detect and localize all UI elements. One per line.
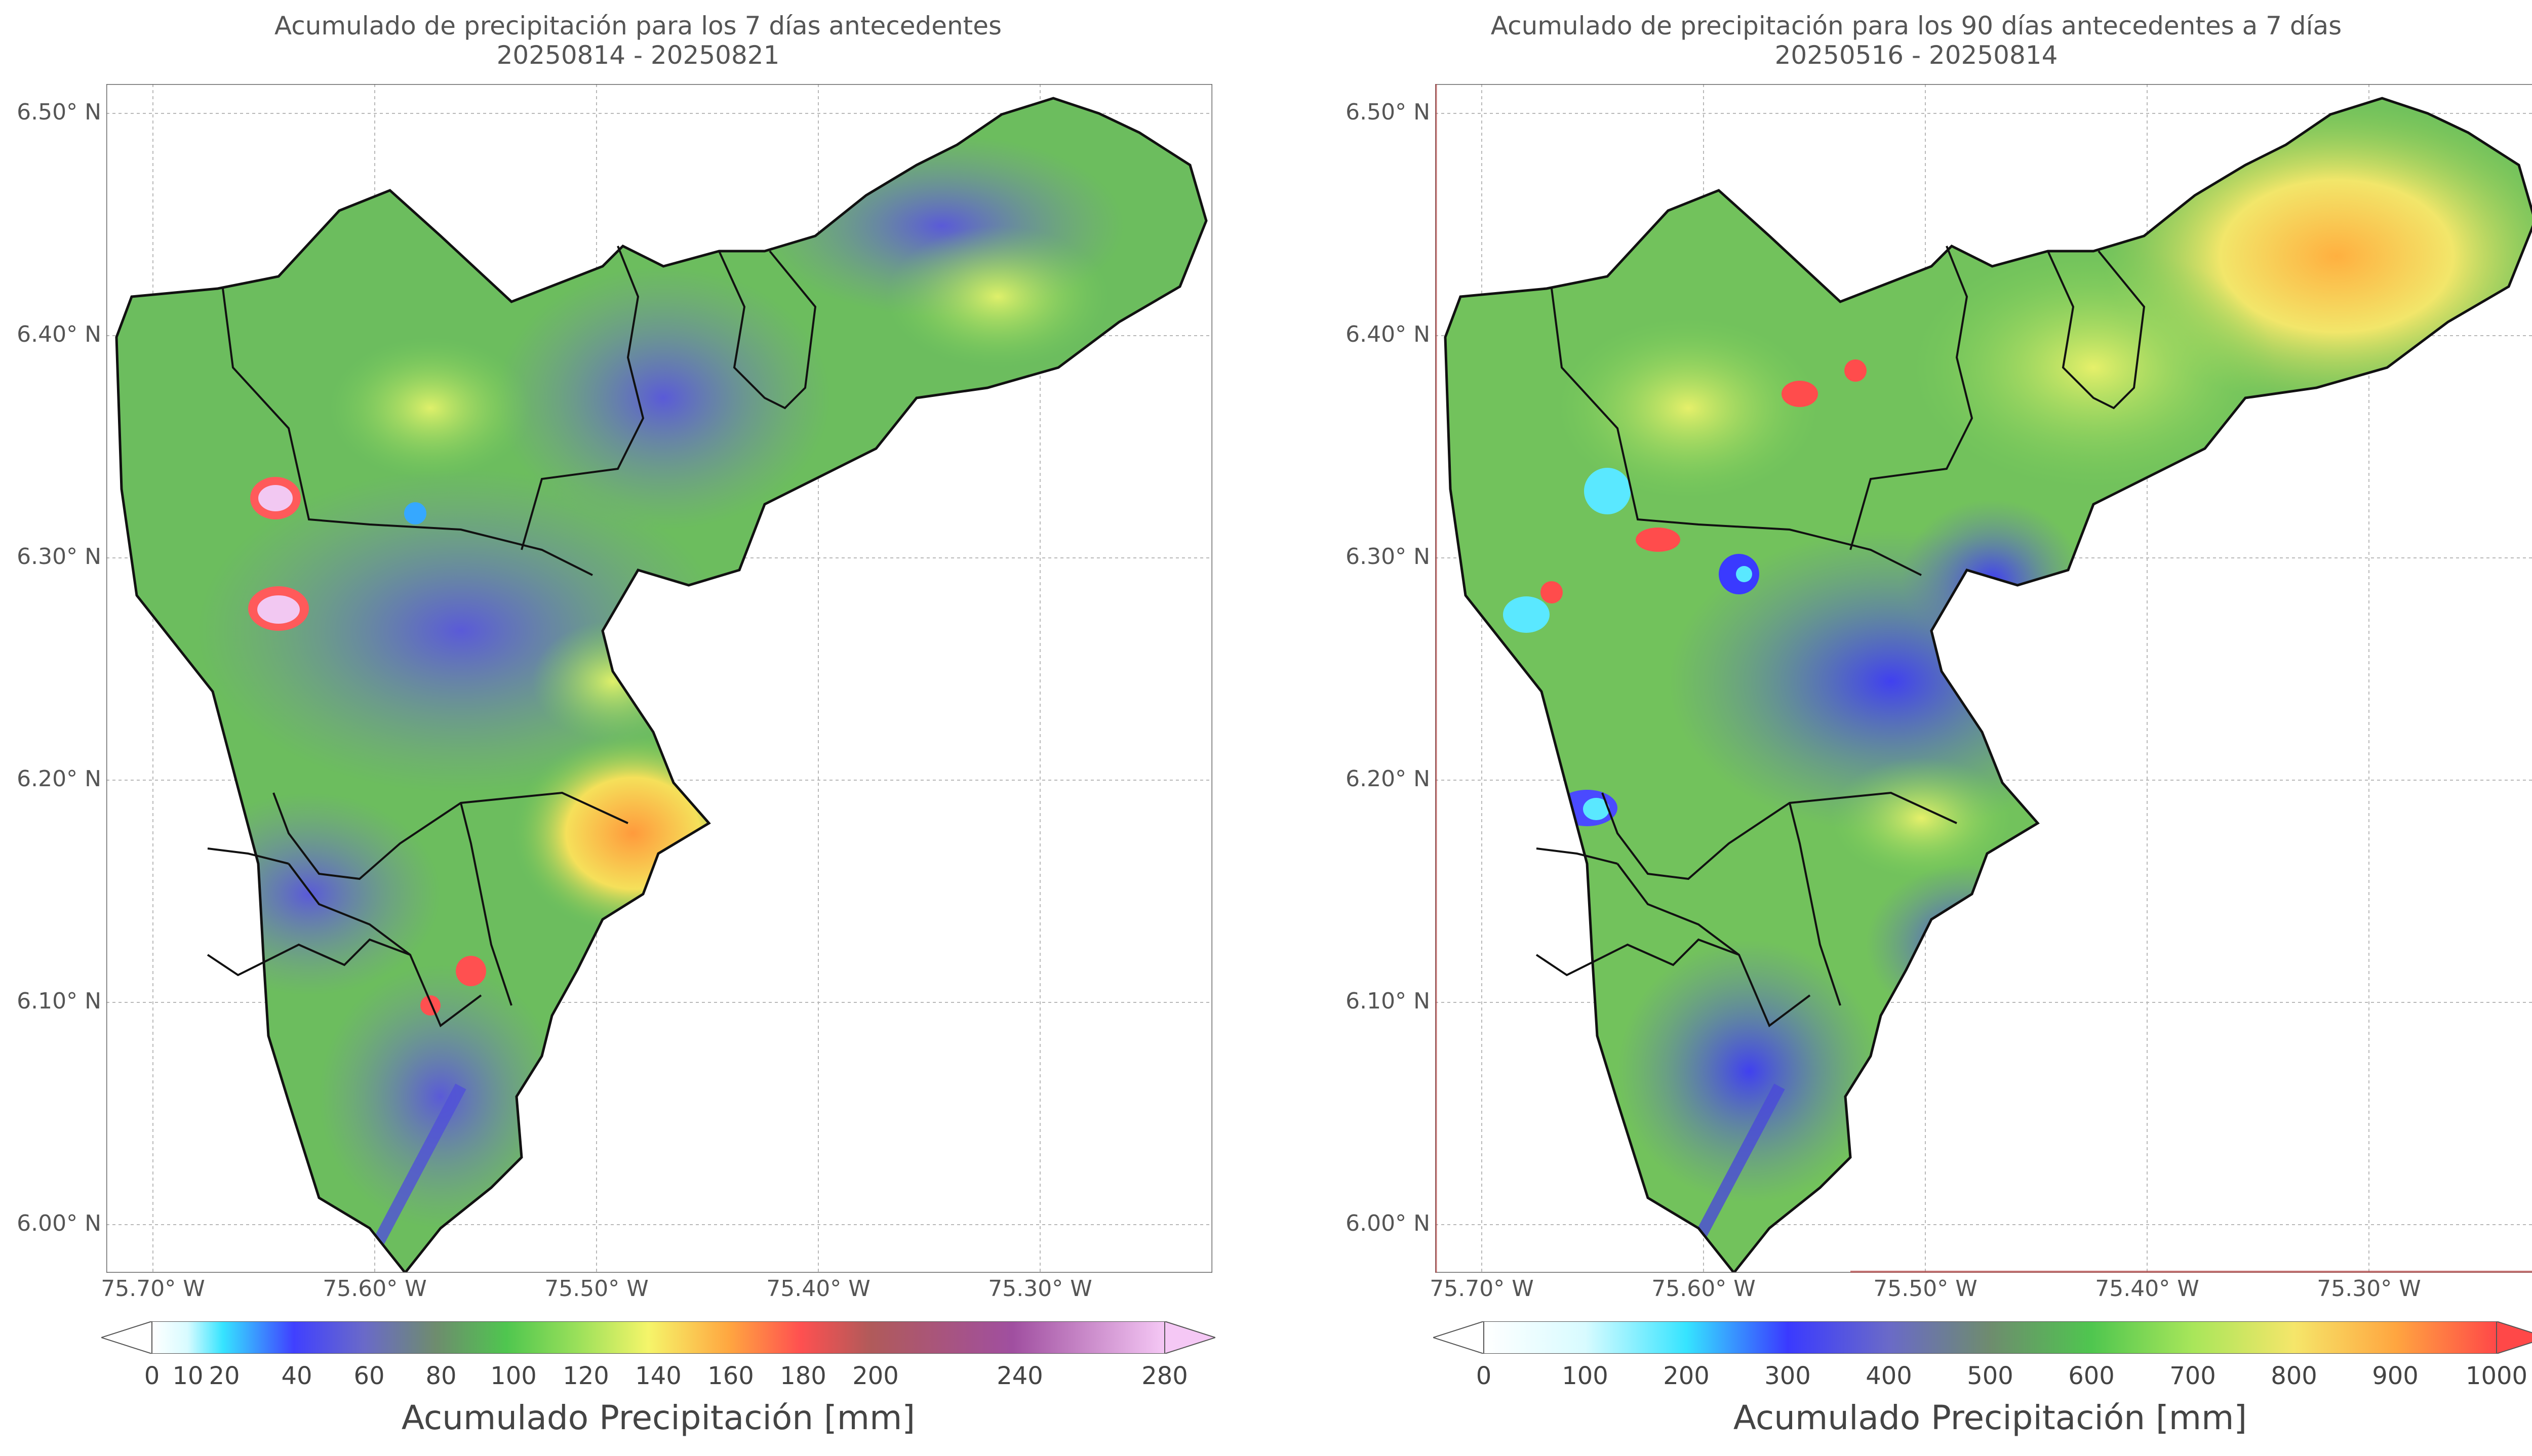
lat-label: 6.30° N <box>17 544 101 570</box>
precipitation-map-90-day <box>1435 84 2532 1273</box>
lon-label: 75.60° W <box>323 1276 427 1302</box>
lon-label: 75.60° W <box>1651 1276 1756 1302</box>
colorbar-7-day <box>101 1321 1215 1354</box>
colorbar-tick: 20 <box>209 1362 240 1390</box>
colorbar-tick: 180 <box>780 1362 826 1390</box>
panel-7-day: Acumulado de precipitación para los 7 dí… <box>17 11 1215 1437</box>
colorbar-tick: 160 <box>707 1362 754 1390</box>
colorbar-tick: 100 <box>1562 1362 1608 1390</box>
municipal-borders <box>1535 246 2146 1028</box>
lat-label: 6.30° N <box>1346 544 1430 570</box>
colorbar-tick: 120 <box>563 1362 609 1390</box>
colorbar-90-day <box>1433 1321 2532 1354</box>
colorbar-label: Acumulado Precipitación [mm] <box>1733 1398 2247 1437</box>
municipal-borders <box>207 246 817 1028</box>
colorbar-tick: 300 <box>1764 1362 1811 1390</box>
colorbar-tick: 140 <box>635 1362 682 1390</box>
colorbar-tick: 280 <box>1141 1362 1188 1390</box>
lat-label: 6.20° N <box>1346 766 1430 792</box>
colorbar-tick: 80 <box>425 1362 457 1390</box>
map-title-line2: 20250814 - 20250821 <box>496 41 780 70</box>
colorbar-tick: 240 <box>997 1362 1043 1390</box>
colorbar-tick: 0 <box>144 1362 160 1390</box>
precipitation-map-7-day <box>106 84 1212 1273</box>
lat-label: 6.40° N <box>1346 321 1430 347</box>
lon-label: 75.40° W <box>766 1276 871 1302</box>
colorbar-tick: 800 <box>2271 1362 2317 1390</box>
lon-label: 75.30° W <box>2317 1276 2421 1302</box>
colorbar-tick: 200 <box>852 1362 899 1390</box>
lat-label: 6.50° N <box>1346 99 1430 125</box>
lat-label: 6.20° N <box>17 766 101 792</box>
colorbar-tick: 700 <box>2169 1362 2216 1390</box>
lat-label: 6.10° N <box>1346 988 1430 1014</box>
colorbar-label: Acumulado Precipitación [mm] <box>401 1398 916 1437</box>
lat-label: 6.10° N <box>17 988 101 1014</box>
panel-90-day: Acumulado de precipitación para los 90 d… <box>1278 0 2532 1456</box>
colorbar-tick: 100 <box>490 1362 537 1390</box>
colorbar-tick: 200 <box>1663 1362 1710 1390</box>
map-title-line2: 20250516 - 20250814 <box>1774 41 2058 70</box>
lat-label: 6.00° N <box>17 1210 101 1236</box>
region-boundary <box>115 97 1208 1273</box>
colorbar-tick: 900 <box>2372 1362 2419 1390</box>
lon-label: 75.50° W <box>544 1276 649 1302</box>
colorbar-tick: 600 <box>2068 1362 2115 1390</box>
lon-label: 75.50° W <box>1873 1276 1977 1302</box>
lat-label: 6.00° N <box>1346 1210 1430 1236</box>
region-boundary <box>1444 97 2532 1273</box>
lon-label: 75.70° W <box>101 1276 205 1302</box>
lat-label: 6.40° N <box>17 321 101 347</box>
map-title-line1: Acumulado de precipitación para los 90 d… <box>1490 11 2342 41</box>
colorbar-tick: 500 <box>1967 1362 2013 1390</box>
colorbar-tick: 0 <box>1476 1362 1492 1390</box>
lat-label: 6.50° N <box>17 99 101 125</box>
lon-label: 75.30° W <box>988 1276 1092 1302</box>
colorbar-tick: 400 <box>1866 1362 1912 1390</box>
colorbar-tick: 40 <box>281 1362 312 1390</box>
colorbar-tick: 10 <box>172 1362 204 1390</box>
lon-label: 75.40° W <box>2095 1276 2199 1302</box>
lon-label: 75.70° W <box>1430 1276 1534 1302</box>
colorbar-tick: 1000 <box>2465 1362 2528 1390</box>
map-title-line1: Acumulado de precipitación para los 7 dí… <box>274 11 1002 41</box>
colorbar-tick: 60 <box>353 1362 385 1390</box>
